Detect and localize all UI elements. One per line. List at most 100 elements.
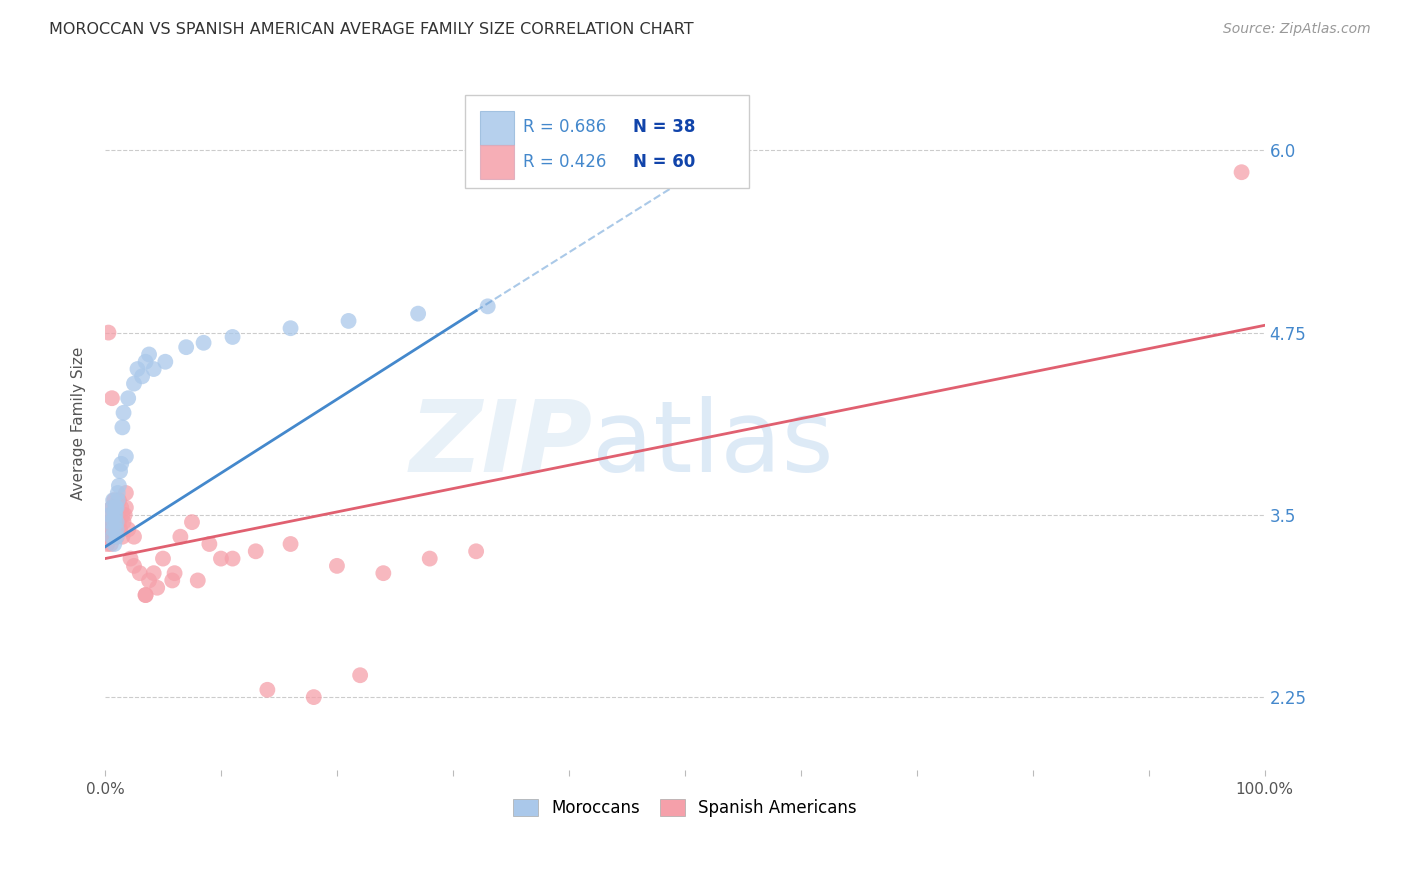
Point <box>103 515 125 529</box>
Point <box>108 515 131 529</box>
Point <box>256 682 278 697</box>
Point <box>127 362 149 376</box>
Point <box>115 486 138 500</box>
Point <box>135 588 157 602</box>
Point <box>221 551 243 566</box>
Point <box>114 508 136 522</box>
Text: Source: ZipAtlas.com: Source: ZipAtlas.com <box>1223 22 1371 37</box>
Point <box>103 508 125 522</box>
FancyBboxPatch shape <box>464 95 748 188</box>
Point <box>120 551 142 566</box>
Point <box>155 355 177 369</box>
Point <box>111 530 134 544</box>
Point <box>96 523 118 537</box>
Text: atlas: atlas <box>592 396 834 493</box>
Point <box>419 551 441 566</box>
Point <box>112 515 135 529</box>
Point <box>111 508 134 522</box>
Point <box>117 391 139 405</box>
Point <box>104 500 127 515</box>
Point <box>162 574 184 588</box>
Point <box>101 530 124 544</box>
Point <box>115 500 138 515</box>
Point <box>138 574 160 588</box>
Point <box>169 530 191 544</box>
Point <box>221 330 243 344</box>
Point <box>326 558 349 573</box>
Point <box>110 457 132 471</box>
Point <box>100 515 122 529</box>
Point <box>1230 165 1253 179</box>
FancyBboxPatch shape <box>479 111 515 145</box>
Point <box>111 420 134 434</box>
Point <box>135 588 157 602</box>
Point <box>103 493 125 508</box>
Point <box>477 299 499 313</box>
Point <box>105 523 128 537</box>
Point <box>349 668 371 682</box>
Point <box>105 500 128 515</box>
Point <box>104 515 127 529</box>
Point <box>105 515 128 529</box>
Point <box>107 493 129 508</box>
Point <box>142 362 165 376</box>
Point <box>115 450 138 464</box>
Point <box>101 530 124 544</box>
Point <box>96 537 118 551</box>
Point <box>101 523 124 537</box>
Point <box>98 508 121 522</box>
Point <box>110 500 132 515</box>
Point <box>280 537 302 551</box>
Point <box>101 493 124 508</box>
Point <box>108 464 131 478</box>
Point <box>465 544 488 558</box>
Point <box>101 515 124 529</box>
Point <box>142 566 165 581</box>
Point <box>373 566 395 581</box>
Point <box>138 347 160 361</box>
Point <box>193 335 215 350</box>
Point <box>101 500 124 515</box>
Point <box>97 530 120 544</box>
Point <box>406 307 429 321</box>
Point <box>107 486 129 500</box>
Point <box>209 551 232 566</box>
Point <box>245 544 267 558</box>
Point <box>128 566 150 581</box>
Point <box>146 581 169 595</box>
Point <box>302 690 325 704</box>
Point <box>337 314 360 328</box>
Point <box>112 406 135 420</box>
Point <box>131 369 153 384</box>
Point <box>108 478 131 492</box>
Y-axis label: Average Family Size: Average Family Size <box>72 347 86 500</box>
Point <box>103 523 125 537</box>
Point <box>104 500 127 515</box>
Point <box>105 500 128 515</box>
Text: ZIP: ZIP <box>409 396 592 493</box>
Text: R = 0.426: R = 0.426 <box>523 153 606 171</box>
Point <box>122 530 145 544</box>
Point <box>280 321 302 335</box>
Text: R = 0.686: R = 0.686 <box>523 119 606 136</box>
Point <box>122 558 145 573</box>
Point <box>107 508 129 522</box>
Text: N = 60: N = 60 <box>633 153 695 171</box>
Legend: Moroccans, Spanish Americans: Moroccans, Spanish Americans <box>506 792 863 824</box>
Point <box>105 530 128 544</box>
Point <box>163 566 186 581</box>
Point <box>103 537 125 551</box>
Point <box>101 500 124 515</box>
Text: N = 38: N = 38 <box>633 119 695 136</box>
Point <box>97 326 120 340</box>
Point <box>101 391 124 405</box>
Point <box>135 355 157 369</box>
Point <box>100 537 122 551</box>
Point <box>104 508 127 522</box>
Point <box>108 493 131 508</box>
Point <box>101 523 124 537</box>
Point <box>105 530 128 544</box>
Point <box>100 508 122 522</box>
Point <box>174 340 197 354</box>
Point <box>122 376 145 391</box>
